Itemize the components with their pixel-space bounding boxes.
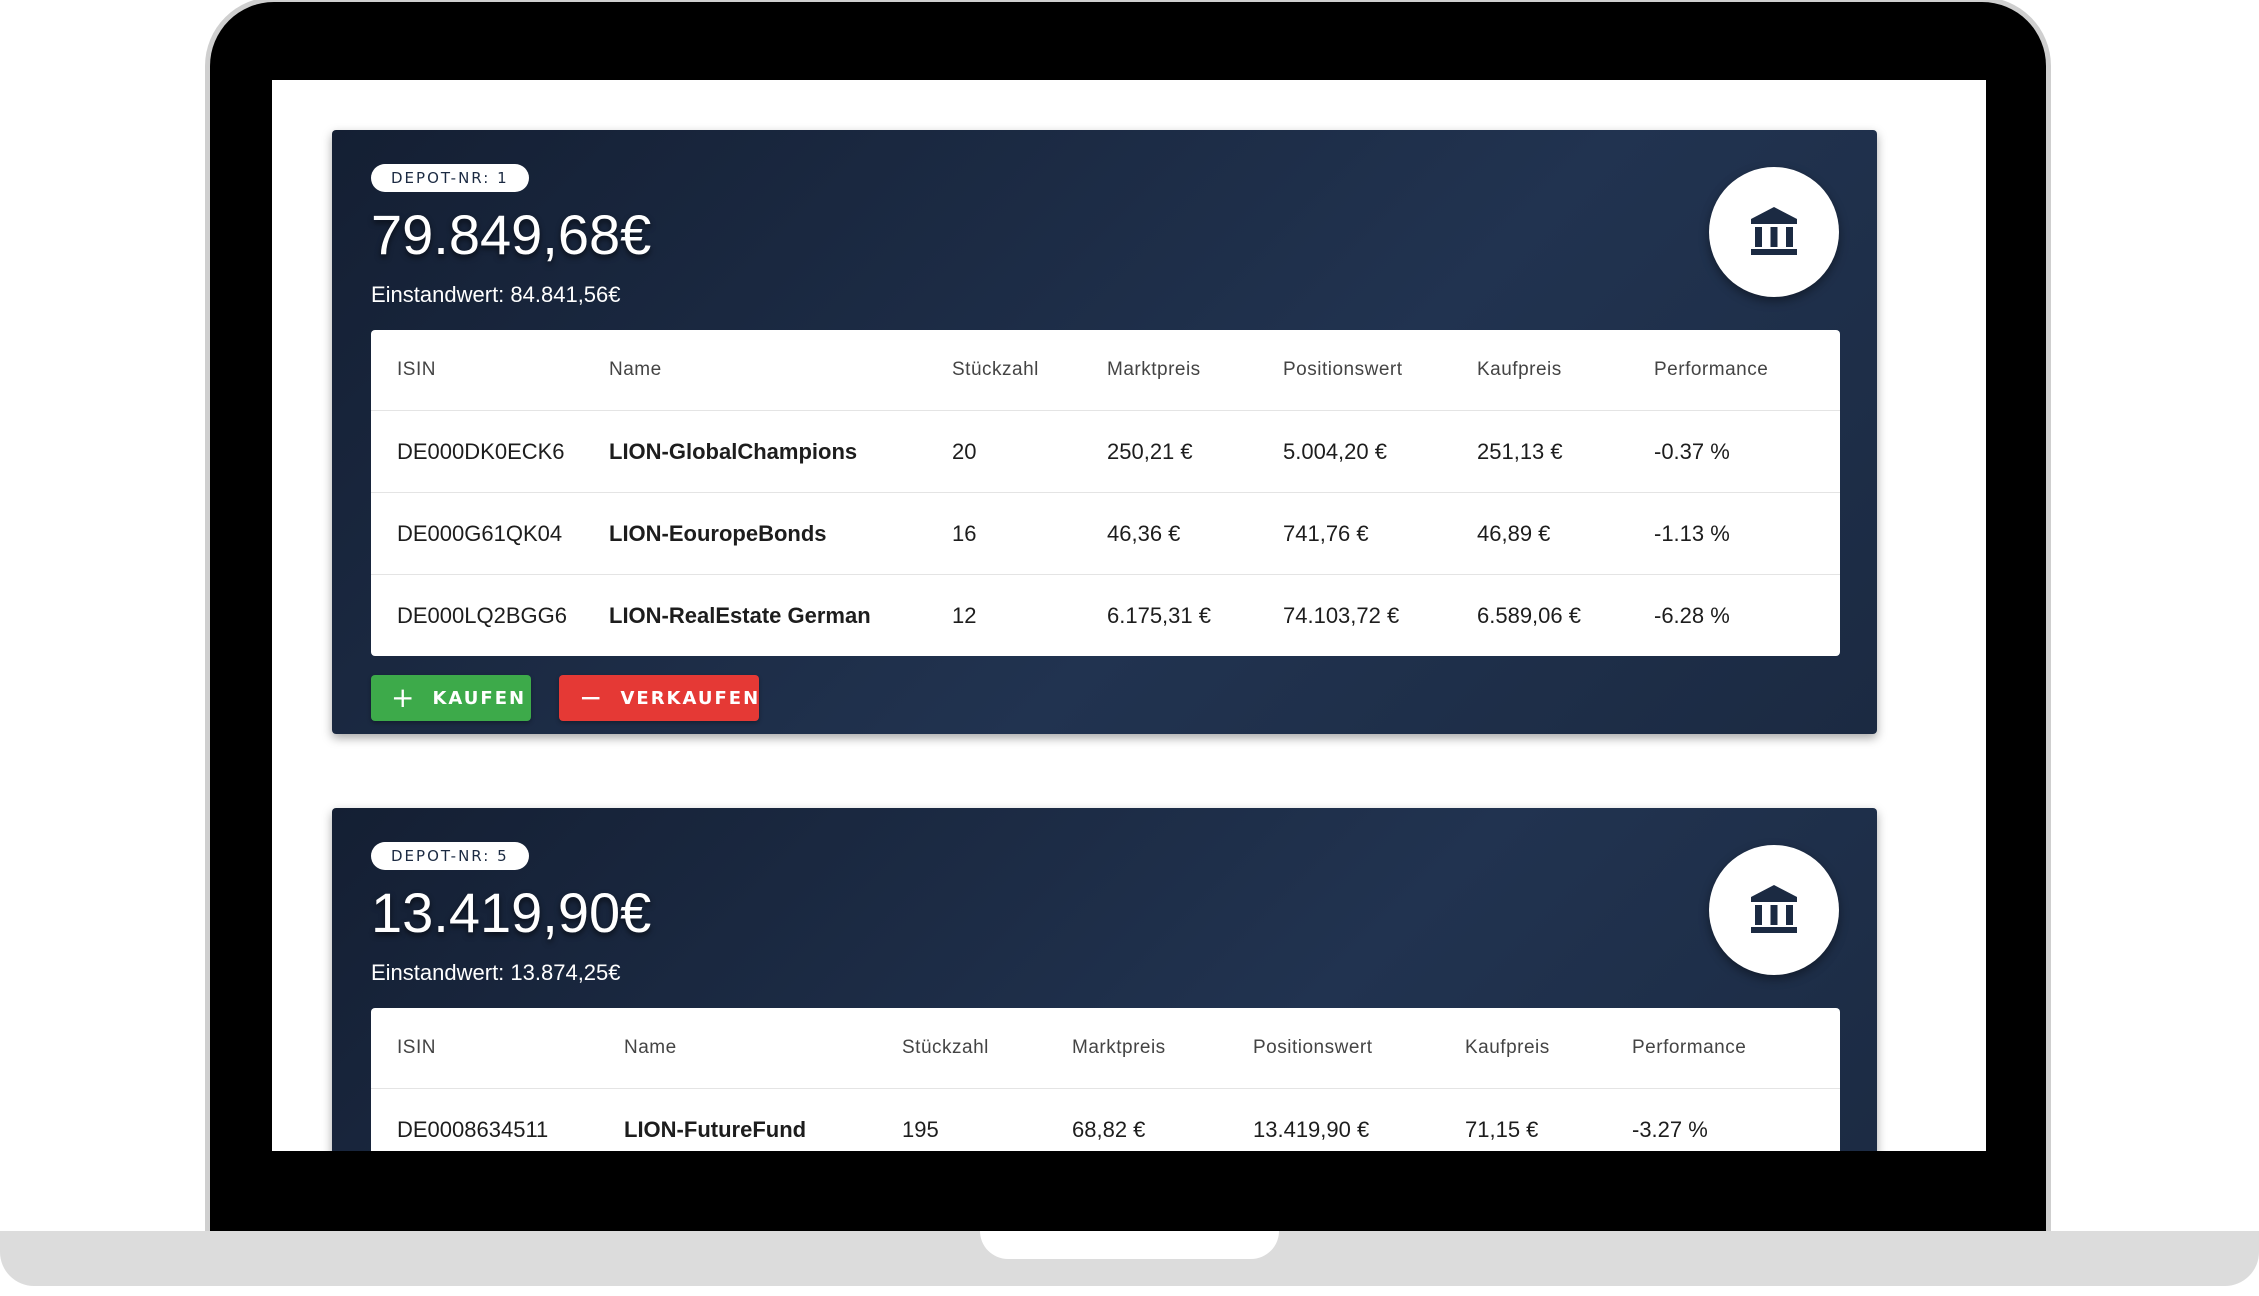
cell-quantity: 12 xyxy=(952,602,977,628)
header-name: Name xyxy=(624,1008,902,1089)
table-row[interactable]: DE000LQ2BGG6 LION-RealEstate German 12 6… xyxy=(371,575,1840,657)
bank-icon-badge xyxy=(1709,167,1839,297)
cell-performance: -3.27 % xyxy=(1632,1116,1708,1142)
cell-position-value: 74.103,72 € xyxy=(1283,602,1400,628)
cell-position-value: 13.419,90 € xyxy=(1253,1116,1370,1142)
cell-market-price: 68,82 € xyxy=(1072,1116,1146,1142)
cell-performance: -6.28 % xyxy=(1654,602,1730,628)
header-purchase-price: Kaufpreis xyxy=(1465,1008,1632,1089)
cell-position-value: 5.004,20 € xyxy=(1283,410,1477,493)
laptop-notch xyxy=(980,1231,1279,1259)
bank-building-icon xyxy=(1751,885,1797,933)
sell-button[interactable]: − VERKAUFEN xyxy=(559,675,759,721)
header-performance: Performance xyxy=(1654,330,1840,411)
cell-performance: -1.13 % xyxy=(1654,492,1840,575)
depot-number-badge: DEPOT-NR: 1 xyxy=(371,164,529,192)
table-header-row: ISIN Name Stückzahl Marktpreis Positions… xyxy=(371,1008,1840,1089)
table-header-row: ISIN Name Stückzahl Marktpreis Positions… xyxy=(371,330,1840,411)
sell-button-label: VERKAUFEN xyxy=(620,687,761,709)
cell-isin: DE000LQ2BGG6 xyxy=(397,602,567,628)
cell-isin: DE000DK0ECK6 xyxy=(371,410,609,493)
buy-button[interactable]: + KAUFEN xyxy=(371,675,531,721)
cell-performance: -0.37 % xyxy=(1654,410,1840,493)
cell-market-price: 250,21 € xyxy=(1107,410,1283,493)
depot-total-value: 13.419,90€ xyxy=(371,881,652,944)
cell-market-price: 46,36 € xyxy=(1107,492,1283,575)
header-name: Name xyxy=(609,330,952,411)
cell-isin: DE000G61QK04 xyxy=(371,492,609,575)
holdings-table: ISIN Name Stückzahl Marktpreis Positions… xyxy=(371,1008,1840,1151)
cell-purchase-price: 6.589,06 € xyxy=(1477,602,1581,628)
cell-position-value: 741,76 € xyxy=(1283,492,1477,575)
header-quantity: Stückzahl xyxy=(902,1008,1072,1089)
table-row[interactable]: DE000DK0ECK6 LION-GlobalChampions 20 250… xyxy=(371,410,1840,493)
header-performance: Performance xyxy=(1632,1008,1840,1089)
cell-purchase-price: 71,15 € xyxy=(1465,1116,1539,1142)
header-market-price: Marktpreis xyxy=(1107,330,1283,411)
cell-market-price: 6.175,31 € xyxy=(1107,602,1211,628)
header-position-value: Positionswert xyxy=(1283,330,1477,411)
depot-cost-value: Einstandwert: 84.841,56€ xyxy=(371,282,621,307)
cell-name: LION-GlobalChampions xyxy=(609,410,952,493)
minus-icon: − xyxy=(579,681,605,714)
depot-card-1: DEPOT-NR: 1 79.849,68€ Einstandwert: 84.… xyxy=(332,130,1877,734)
depot-total-value: 79.849,68€ xyxy=(371,203,652,266)
header-isin: ISIN xyxy=(371,330,609,411)
cell-isin: DE0008634511 xyxy=(397,1116,549,1142)
header-isin: ISIN xyxy=(371,1008,624,1089)
cell-purchase-price: 46,89 € xyxy=(1477,492,1654,575)
table-row[interactable]: DE0008634511 LION-FutureFund 195 68,82 €… xyxy=(371,1089,1840,1152)
buy-button-label: KAUFEN xyxy=(432,687,527,709)
plus-icon: + xyxy=(391,681,417,714)
laptop-screen: DEPOT-NR: 1 79.849,68€ Einstandwert: 84.… xyxy=(272,80,1986,1151)
cell-name: LION-RealEstate German xyxy=(609,602,871,628)
header-quantity: Stückzahl xyxy=(952,330,1107,411)
cell-quantity: 20 xyxy=(952,410,1107,493)
header-purchase-price: Kaufpreis xyxy=(1477,330,1654,411)
depot-cost-value: Einstandwert: 13.874,25€ xyxy=(371,960,621,985)
bank-building-icon xyxy=(1751,207,1797,255)
cell-quantity: 195 xyxy=(902,1116,939,1142)
cell-name: LION-EouropeBonds xyxy=(609,492,952,575)
cell-quantity: 16 xyxy=(952,492,1107,575)
holdings-table: ISIN Name Stückzahl Marktpreis Positions… xyxy=(371,330,1840,656)
cell-name: LION-FutureFund xyxy=(624,1116,807,1142)
header-market-price: Marktpreis xyxy=(1072,1008,1253,1089)
bank-icon-badge xyxy=(1709,845,1839,975)
header-position-value: Positionswert xyxy=(1253,1008,1465,1089)
depot-number-badge: DEPOT-NR: 5 xyxy=(371,842,529,870)
depot-card-2: DEPOT-NR: 5 13.419,90€ Einstandwert: 13.… xyxy=(332,808,1877,1151)
cell-purchase-price: 251,13 € xyxy=(1477,410,1654,493)
table-row[interactable]: DE000G61QK04 LION-EouropeBonds 16 46,36 … xyxy=(371,492,1840,575)
